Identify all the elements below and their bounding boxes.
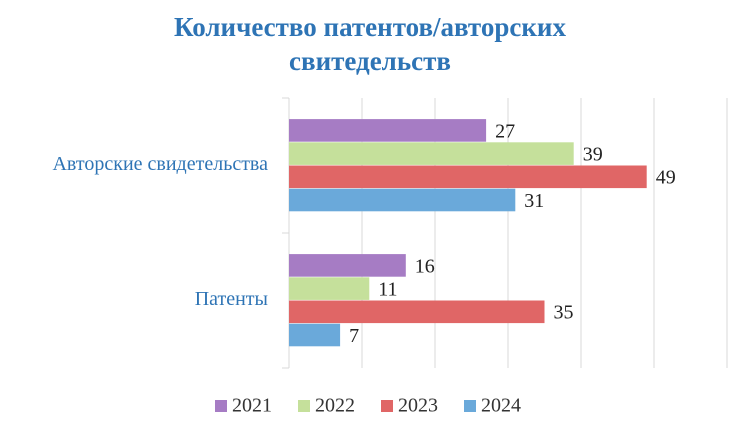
bar [289, 188, 516, 212]
legend-label: 2024 [481, 395, 521, 417]
legend-swatch [381, 400, 393, 412]
bar [289, 323, 341, 347]
category-label: Патенты [195, 288, 268, 310]
bar [289, 300, 545, 324]
value-label: 7 [349, 325, 359, 347]
bar [289, 277, 370, 300]
category-label: Авторские свидетельства [52, 153, 268, 175]
value-label: 39 [583, 143, 603, 165]
legend-label: 2022 [315, 395, 355, 417]
legend-label: 2021 [232, 395, 272, 417]
bar [289, 142, 574, 165]
value-label: 27 [495, 120, 515, 142]
value-label: 35 [554, 302, 574, 324]
legend-swatch [215, 400, 227, 412]
value-label: 49 [656, 167, 676, 189]
legend-swatch [298, 400, 310, 412]
chart-title: свитедельств [289, 46, 451, 76]
value-label: 16 [415, 255, 435, 277]
bar [289, 119, 487, 142]
legend-label: 2023 [398, 395, 438, 417]
legend-swatch [464, 400, 476, 412]
value-label: 11 [378, 278, 397, 300]
bar [289, 165, 647, 189]
chart-title: Количество патентов/авторских [174, 12, 566, 42]
bar [289, 254, 406, 277]
value-label: 31 [524, 190, 544, 212]
